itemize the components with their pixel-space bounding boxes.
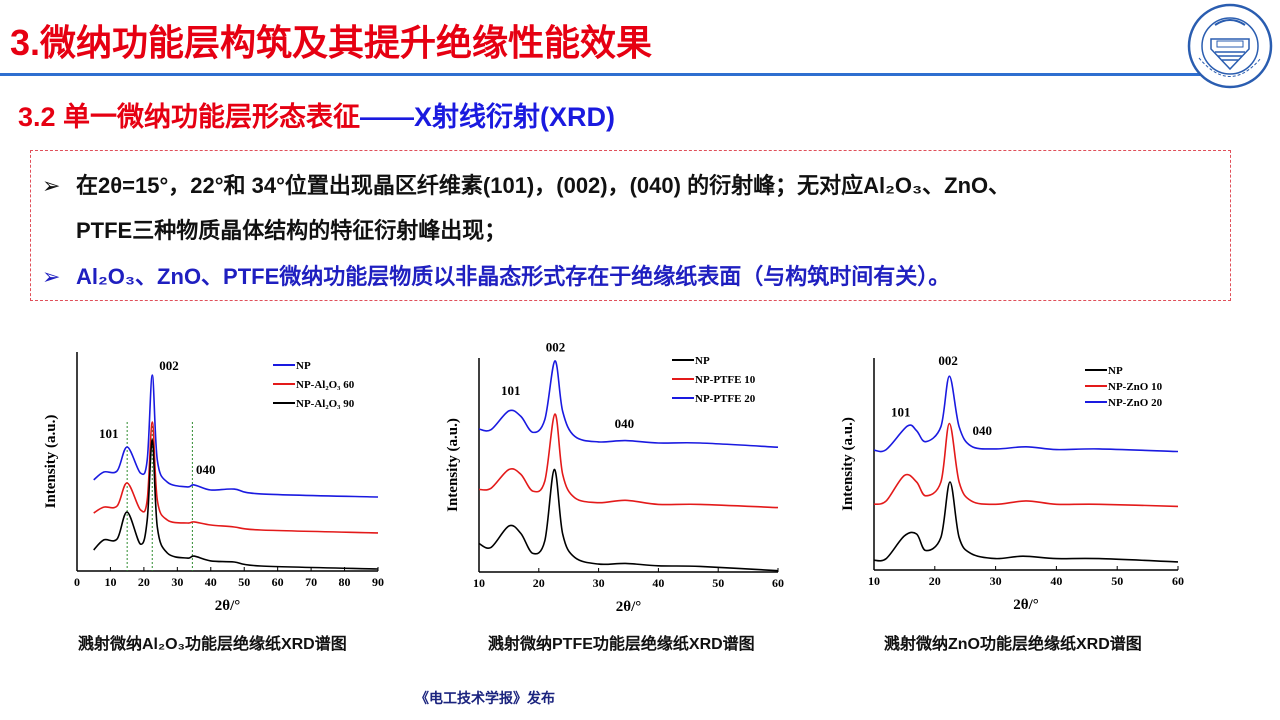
peak-label: 040 bbox=[615, 416, 635, 431]
x-tick-label: 80 bbox=[339, 575, 351, 589]
peak-label: 040 bbox=[196, 462, 216, 477]
legend-label: NP-Al₂O₃ 90 bbox=[296, 398, 355, 410]
series-line-1 bbox=[873, 481, 1179, 563]
series-line-1 bbox=[478, 468, 779, 572]
publisher-footer: 《电工技术学报》发布 bbox=[415, 690, 555, 706]
x-tick-label: 50 bbox=[712, 576, 724, 590]
x-axis-label: 2θ/° bbox=[1013, 597, 1039, 613]
x-tick-label: 50 bbox=[238, 575, 250, 589]
series-line-2 bbox=[873, 422, 1179, 508]
x-tick-label: 0 bbox=[74, 575, 80, 589]
y-axis-label: Intensity (a.u.) bbox=[445, 418, 461, 512]
peak-label: 002 bbox=[159, 358, 179, 373]
series-line-3 bbox=[478, 360, 779, 448]
x-tick-label: 40 bbox=[1050, 574, 1062, 588]
y-axis-label: Intensity (a.u.) bbox=[840, 417, 856, 511]
x-tick-label: 40 bbox=[205, 575, 217, 589]
peak-label: 040 bbox=[972, 423, 992, 438]
legend-label: NP bbox=[695, 355, 710, 367]
x-tick-label: 70 bbox=[305, 575, 317, 589]
subtitle-method: ——X射线衍射(XRD) bbox=[360, 102, 616, 132]
x-tick-label: 10 bbox=[104, 575, 116, 589]
arrow-bullet-icon: ➢ bbox=[42, 264, 61, 289]
subtitle-section: 3.2 单一微纳功能层形态表征 bbox=[18, 102, 361, 132]
x-tick-label: 20 bbox=[138, 575, 150, 589]
caption-ptfe: 溅射微纳PTFE功能层绝缘纸XRD谱图 bbox=[488, 636, 755, 653]
x-axis-label: 2θ/° bbox=[215, 598, 241, 614]
bullet-1: ➢ 在2θ=15°，22°和 34°位置出现晶区纤维素(101)，(002)，(0… bbox=[42, 168, 1010, 200]
x-tick-label: 20 bbox=[533, 576, 545, 590]
legend-label: NP-ZnO 20 bbox=[1108, 397, 1163, 409]
x-tick-label: 30 bbox=[593, 576, 605, 590]
x-tick-label: 30 bbox=[990, 574, 1002, 588]
x-tick-label: 60 bbox=[772, 576, 784, 590]
x-tick-label: 40 bbox=[652, 576, 664, 590]
peak-label: 101 bbox=[501, 383, 521, 398]
x-tick-label: 20 bbox=[929, 574, 941, 588]
peak-label: 101 bbox=[99, 426, 119, 441]
x-tick-label: 30 bbox=[171, 575, 183, 589]
caption-al2o3: 溅射微纳Al₂O₃功能层绝缘纸XRD谱图 bbox=[78, 636, 347, 653]
bullet-2: ➢ Al₂O₃、ZnO、PTFE微纳功能层物质以非晶态形式存在于绝缘纸表面（与构筑… bbox=[42, 259, 950, 291]
x-axis-label: 2θ/° bbox=[616, 599, 642, 615]
peak-label: 101 bbox=[891, 405, 911, 420]
y-axis-label: Intensity (a.u.) bbox=[43, 415, 59, 509]
legend-label: NP-Al₂O₃ 60 bbox=[296, 379, 355, 391]
arrow-bullet-icon: ➢ bbox=[42, 173, 61, 198]
legend-label: NP bbox=[296, 360, 311, 372]
section-subtitle: 3.2 单一微纳功能层形态表征——X射线衍射(XRD) bbox=[18, 95, 615, 134]
x-tick-label: 10 bbox=[868, 574, 880, 588]
x-tick-label: 90 bbox=[372, 575, 384, 589]
title-divider bbox=[0, 73, 1200, 76]
series-line-2 bbox=[478, 413, 779, 509]
bullet-2-text: Al₂O₃、ZnO、PTFE微纳功能层物质以非晶态形式存在于绝缘纸表面（与构筑时… bbox=[76, 264, 951, 289]
bullet-1-text: 在2θ=15°，22°和 34°位置出现晶区纤维素(101)，(002)，(04… bbox=[76, 173, 1011, 198]
x-tick-label: 60 bbox=[272, 575, 284, 589]
x-tick-label: 50 bbox=[1111, 574, 1123, 588]
x-tick-label: 10 bbox=[473, 576, 485, 590]
caption-zno: 溅射微纳ZnO功能层绝缘纸XRD谱图 bbox=[884, 636, 1142, 653]
legend-label: NP-PTFE 20 bbox=[695, 393, 756, 405]
peak-label: 002 bbox=[546, 340, 566, 355]
legend-label: NP-ZnO 10 bbox=[1108, 381, 1163, 393]
series-line-3 bbox=[93, 439, 379, 570]
x-tick-label: 60 bbox=[1172, 574, 1184, 588]
peak-label: 002 bbox=[938, 353, 958, 368]
bullet-1-continuation: PTFE三种物质晶体结构的特征衍射峰出现； bbox=[76, 218, 507, 243]
university-logo bbox=[1187, 3, 1273, 89]
legend-label: NP-PTFE 10 bbox=[695, 374, 756, 386]
legend-label: NP bbox=[1108, 365, 1123, 377]
findings-box bbox=[30, 150, 1231, 301]
series-line-3 bbox=[873, 375, 1179, 453]
slide-title: 3.微纳功能层构筑及其提升绝缘性能效果 bbox=[10, 22, 653, 63]
series-line-1 bbox=[93, 374, 379, 498]
series-line-2 bbox=[93, 421, 379, 534]
